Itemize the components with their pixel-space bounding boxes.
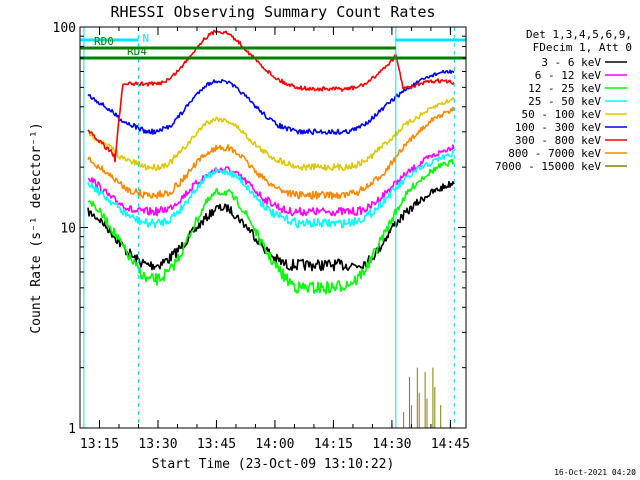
state-bar-n-label: N — [142, 32, 149, 45]
state-bar-n: N — [80, 32, 466, 45]
state-bar-rd0: RD0 — [80, 35, 396, 50]
legend-header-line: Det 1,3,4,5,6,9, — [526, 28, 632, 41]
series-6-12-kev — [87, 144, 455, 217]
x-tick-label: 14:45 — [431, 437, 470, 452]
legend: Det 1,3,4,5,6,9,FDecim 1, Att 0 3 - 6 keV… — [495, 28, 632, 173]
x-tick-label: 13:30 — [138, 437, 177, 452]
legend-entry-300-800-kev: 300 - 800 keV — [515, 134, 601, 147]
state-bar-rd4-label: RD4 — [127, 45, 147, 58]
legend-entry-25-50-kev: 25 - 50 keV — [528, 95, 601, 108]
series-300-800-kev — [87, 29, 455, 163]
x-tick-label: 14:30 — [372, 437, 411, 452]
series-300-800-kev-trace — [87, 29, 455, 163]
series-7000-15000-kev — [403, 367, 442, 428]
x-tick-label: 13:45 — [197, 437, 236, 452]
series-50-100-kev-trace — [87, 97, 455, 172]
legend-entry-800-7000-kev: 800 - 7000 keV — [508, 147, 601, 160]
series-100-300-kev-trace — [87, 69, 455, 136]
series-50-100-kev — [87, 97, 455, 172]
y-tick-label: 1 — [68, 422, 76, 437]
series-layer — [87, 29, 455, 428]
x-tick-label: 14:15 — [314, 437, 353, 452]
legend-entry-6-12-kev: 6 - 12 keV — [535, 69, 602, 82]
axis-layer: 1 10 100 13:15 13:30 13:45 14:00 14:15 14:30 14:4… — [53, 21, 470, 452]
chart-title: RHESSI Observing Summary Count Rates — [110, 3, 435, 21]
series-25-50-kev-trace — [87, 150, 454, 229]
x-tick-label: 14:00 — [255, 437, 294, 452]
series-800-7000-kev-trace — [87, 106, 455, 200]
x-axis-label: Start Time (23-Oct-09 13:10:22) — [152, 457, 395, 472]
legend-entry-12-25-kev: 12 - 25 keV — [528, 82, 601, 95]
x-tick-label: 13:15 — [80, 437, 119, 452]
legend-entry-7000-15000-kev: 7000 - 15000 keV — [495, 160, 601, 173]
legend-entry-100-300-kev: 100 - 300 keV — [515, 121, 601, 134]
legend-entry-3-6-kev: 3 - 6 keV — [541, 56, 601, 69]
y-axis-label: Count Rate (s⁻¹ detector⁻¹) — [29, 122, 44, 333]
legend-header-line: FDecim 1, Att 0 — [533, 41, 632, 54]
timestamp-stamp: 16-Oct-2021 04:20 — [554, 468, 636, 477]
series-25-50-kev — [87, 150, 454, 229]
overlay-layer: N RD0 RD4 — [80, 27, 466, 428]
legend-entry-50-100-kev: 50 - 100 keV — [522, 108, 602, 121]
series-800-7000-kev — [87, 106, 455, 200]
series-12-25-kev-trace — [87, 158, 455, 295]
y-tick-label: 100 — [53, 21, 76, 36]
y-tick-label: 10 — [60, 222, 76, 237]
series-12-25-kev — [87, 158, 455, 295]
series-100-300-kev — [87, 69, 455, 136]
series-6-12-kev-trace — [87, 144, 455, 217]
state-bar-rd0-label: RD0 — [94, 35, 114, 48]
state-bar-rd4: RD4 — [80, 45, 466, 60]
